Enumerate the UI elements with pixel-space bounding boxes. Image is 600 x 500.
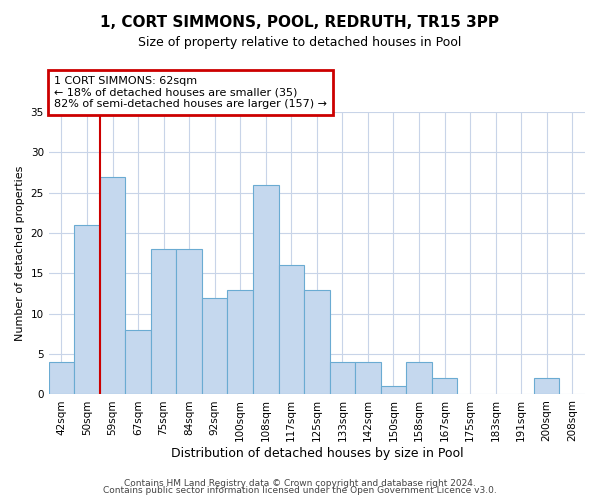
Bar <box>227 290 253 395</box>
Bar <box>151 249 176 394</box>
Bar <box>100 176 125 394</box>
Bar <box>534 378 559 394</box>
Bar <box>176 249 202 394</box>
Bar <box>355 362 380 394</box>
Bar <box>329 362 355 394</box>
Bar <box>304 290 329 395</box>
Bar <box>74 225 100 394</box>
Text: Contains HM Land Registry data © Crown copyright and database right 2024.: Contains HM Land Registry data © Crown c… <box>124 478 476 488</box>
Y-axis label: Number of detached properties: Number of detached properties <box>15 166 25 341</box>
Text: Size of property relative to detached houses in Pool: Size of property relative to detached ho… <box>139 36 461 49</box>
Bar <box>406 362 432 394</box>
Text: Contains public sector information licensed under the Open Government Licence v3: Contains public sector information licen… <box>103 486 497 495</box>
Bar <box>253 184 278 394</box>
Text: 1 CORT SIMMONS: 62sqm
← 18% of detached houses are smaller (35)
82% of semi-deta: 1 CORT SIMMONS: 62sqm ← 18% of detached … <box>54 76 327 109</box>
Bar <box>125 330 151 394</box>
Bar <box>432 378 457 394</box>
Bar <box>49 362 74 394</box>
X-axis label: Distribution of detached houses by size in Pool: Distribution of detached houses by size … <box>170 447 463 460</box>
Text: 1, CORT SIMMONS, POOL, REDRUTH, TR15 3PP: 1, CORT SIMMONS, POOL, REDRUTH, TR15 3PP <box>101 15 499 30</box>
Bar <box>380 386 406 394</box>
Bar <box>202 298 227 394</box>
Bar <box>278 266 304 394</box>
